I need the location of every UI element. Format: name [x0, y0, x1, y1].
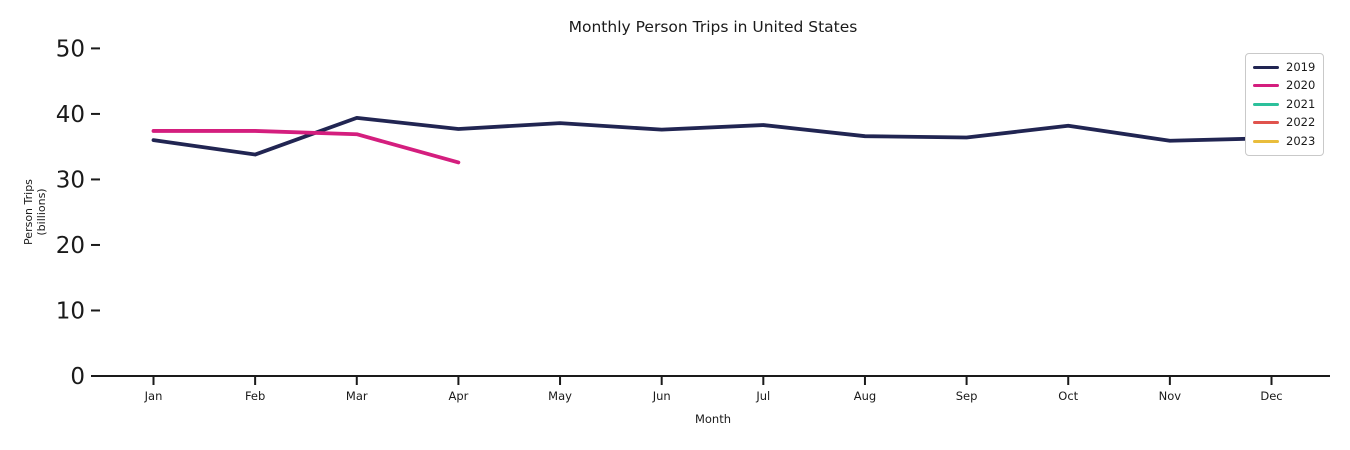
series-line-2020: [151, 129, 461, 165]
legend-label: 2021: [1286, 96, 1316, 111]
x-tick-label: Oct: [1058, 389, 1078, 403]
y-axis-label: Person Trips (billions): [22, 179, 48, 245]
legend-label: 2019: [1286, 59, 1316, 74]
legend-swatch-2020: [1253, 84, 1279, 88]
x-tick-label: Sep: [956, 389, 978, 403]
legend-label: 2023: [1286, 133, 1316, 148]
y-tick-label: 20: [56, 233, 85, 259]
x-tick-label: Aug: [854, 389, 876, 403]
legend-swatch-2019: [1253, 65, 1279, 69]
x-tick-label: Apr: [448, 389, 468, 403]
legend-item-2021: 2021: [1253, 95, 1315, 114]
legend-swatch-2022: [1253, 121, 1279, 125]
y-tick-label: 30: [56, 167, 85, 193]
x-tick-label: Jul: [755, 389, 770, 403]
legend-label: 2022: [1286, 115, 1316, 129]
legend-item-2022: 2022: [1253, 114, 1315, 133]
x-tick-label: Nov: [1159, 389, 1182, 403]
legend-item-2020: 2020: [1253, 77, 1315, 96]
x-tick-label: Dec: [1260, 389, 1282, 403]
y-tick-label: 10: [56, 298, 85, 324]
legend-swatch-2021: [1253, 102, 1279, 106]
y-tick-label: 40: [56, 102, 85, 128]
legend-label: 2020: [1286, 78, 1316, 92]
legend: 2019 2020 2021 2022 2023: [1245, 53, 1325, 156]
y-tick-label: 50: [56, 36, 85, 62]
legend-item-2019: 2019: [1253, 58, 1315, 77]
legend-swatch-2023: [1253, 139, 1279, 143]
chart-title: Monthly Person Trips in United States: [568, 18, 858, 36]
x-tick-label: Feb: [245, 389, 265, 403]
series-line-2019: [151, 115, 1274, 157]
legend-item-2023: 2023: [1253, 132, 1315, 151]
x-axis-label: Month: [694, 412, 732, 426]
x-tick-label: Jun: [652, 389, 671, 403]
x-tick-label: Mar: [346, 389, 368, 403]
y-tick-label: 0: [70, 364, 85, 390]
x-tick-label: Jan: [144, 389, 163, 403]
x-tick-label: May: [548, 389, 572, 403]
